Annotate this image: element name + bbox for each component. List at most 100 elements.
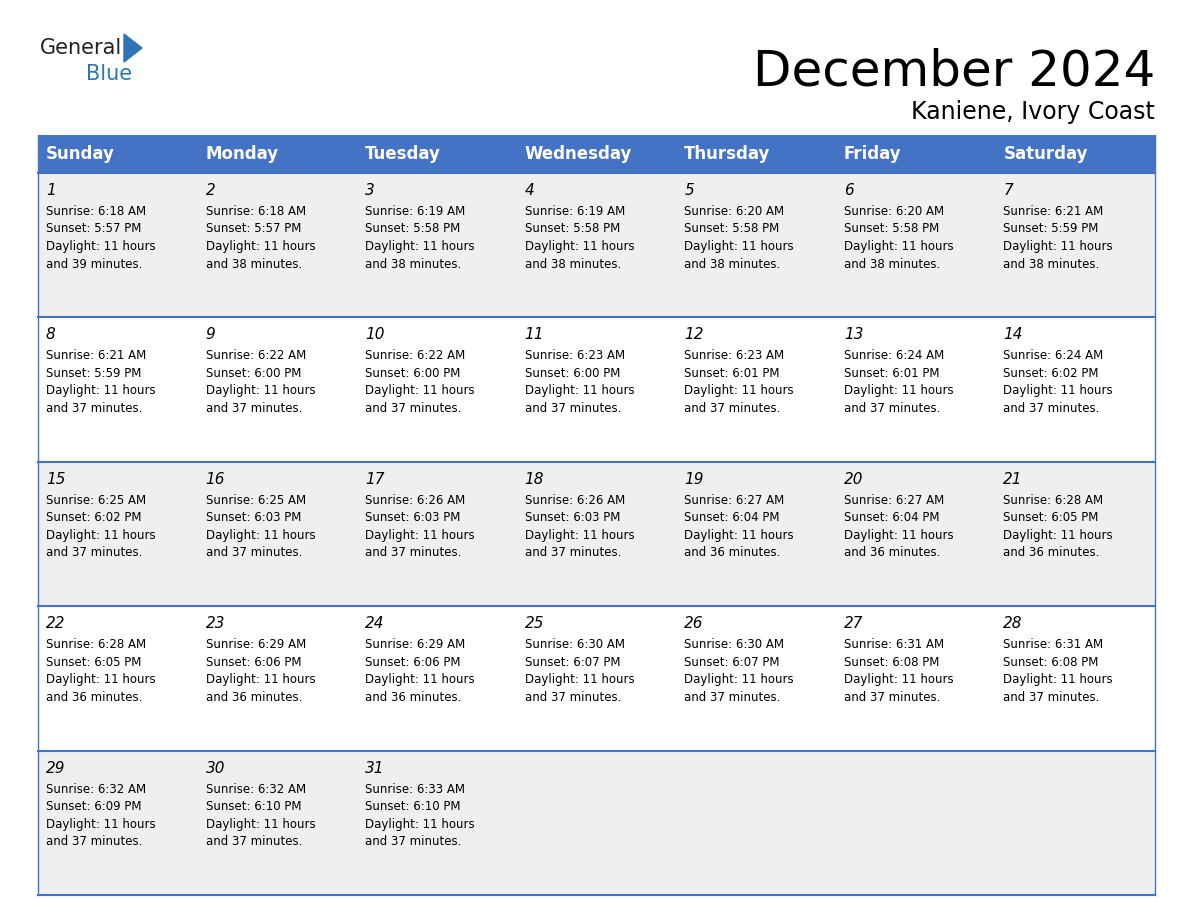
Text: 31: 31	[365, 761, 385, 776]
Bar	[836, 173, 996, 318]
Bar	[676, 318, 836, 462]
Text: 7: 7	[1004, 183, 1013, 198]
Text: Sunset: 5:59 PM: Sunset: 5:59 PM	[1004, 222, 1099, 236]
Bar	[38, 318, 197, 462]
Bar	[517, 462, 676, 606]
Text: Sunset: 6:06 PM: Sunset: 6:06 PM	[206, 655, 301, 668]
Text: Monday: Monday	[206, 145, 279, 163]
Bar	[676, 606, 836, 751]
Text: Daylight: 11 hours: Daylight: 11 hours	[46, 385, 156, 397]
Text: Daylight: 11 hours: Daylight: 11 hours	[206, 529, 315, 542]
Text: and 37 minutes.: and 37 minutes.	[525, 402, 621, 415]
Bar	[197, 135, 358, 173]
Text: 17: 17	[365, 472, 385, 487]
Text: Blue: Blue	[86, 64, 132, 84]
Text: Sunset: 6:10 PM: Sunset: 6:10 PM	[206, 800, 301, 813]
Polygon shape	[124, 34, 143, 62]
Text: Sunrise: 6:24 AM: Sunrise: 6:24 AM	[843, 350, 944, 363]
Text: Sunset: 6:07 PM: Sunset: 6:07 PM	[525, 655, 620, 668]
Text: 26: 26	[684, 616, 703, 632]
Bar	[996, 606, 1155, 751]
Text: Sunrise: 6:21 AM: Sunrise: 6:21 AM	[1004, 205, 1104, 218]
Bar	[836, 135, 996, 173]
Text: Daylight: 11 hours: Daylight: 11 hours	[365, 529, 475, 542]
Text: Sunrise: 6:21 AM: Sunrise: 6:21 AM	[46, 350, 146, 363]
Text: Sunrise: 6:29 AM: Sunrise: 6:29 AM	[206, 638, 305, 651]
Text: Friday: Friday	[843, 145, 902, 163]
Text: and 37 minutes.: and 37 minutes.	[684, 690, 781, 704]
Text: 1: 1	[46, 183, 56, 198]
Text: and 36 minutes.: and 36 minutes.	[1004, 546, 1100, 559]
Text: Sunrise: 6:24 AM: Sunrise: 6:24 AM	[1004, 350, 1104, 363]
Bar	[996, 173, 1155, 318]
Text: Daylight: 11 hours: Daylight: 11 hours	[525, 385, 634, 397]
Bar	[996, 318, 1155, 462]
Text: and 37 minutes.: and 37 minutes.	[1004, 402, 1100, 415]
Text: Sunset: 6:03 PM: Sunset: 6:03 PM	[206, 511, 301, 524]
Text: 6: 6	[843, 183, 854, 198]
Text: Daylight: 11 hours: Daylight: 11 hours	[525, 673, 634, 686]
Text: Sunrise: 6:30 AM: Sunrise: 6:30 AM	[525, 638, 625, 651]
Text: Sunrise: 6:25 AM: Sunrise: 6:25 AM	[206, 494, 305, 507]
Text: and 37 minutes.: and 37 minutes.	[525, 690, 621, 704]
Text: Sunset: 6:07 PM: Sunset: 6:07 PM	[684, 655, 779, 668]
Text: Sunset: 6:02 PM: Sunset: 6:02 PM	[46, 511, 141, 524]
Text: and 37 minutes.: and 37 minutes.	[684, 402, 781, 415]
Text: Sunrise: 6:27 AM: Sunrise: 6:27 AM	[843, 494, 944, 507]
Text: 22: 22	[46, 616, 65, 632]
Bar	[358, 173, 517, 318]
Bar	[197, 751, 358, 895]
Text: Sunset: 5:57 PM: Sunset: 5:57 PM	[46, 222, 141, 236]
Bar	[197, 318, 358, 462]
Text: Sunrise: 6:18 AM: Sunrise: 6:18 AM	[46, 205, 146, 218]
Bar	[676, 135, 836, 173]
Text: 13: 13	[843, 328, 864, 342]
Text: 19: 19	[684, 472, 703, 487]
Text: Sunset: 6:08 PM: Sunset: 6:08 PM	[843, 655, 940, 668]
Text: Sunrise: 6:26 AM: Sunrise: 6:26 AM	[525, 494, 625, 507]
Text: Sunset: 6:05 PM: Sunset: 6:05 PM	[46, 655, 141, 668]
Text: Sunset: 6:00 PM: Sunset: 6:00 PM	[525, 367, 620, 380]
Text: Daylight: 11 hours: Daylight: 11 hours	[684, 673, 794, 686]
Bar	[517, 606, 676, 751]
Text: Sunset: 6:04 PM: Sunset: 6:04 PM	[684, 511, 779, 524]
Text: Sunrise: 6:32 AM: Sunrise: 6:32 AM	[206, 783, 305, 796]
Text: Sunset: 6:10 PM: Sunset: 6:10 PM	[365, 800, 461, 813]
Text: Sunrise: 6:33 AM: Sunrise: 6:33 AM	[365, 783, 466, 796]
Text: Sunday: Sunday	[46, 145, 115, 163]
Text: Daylight: 11 hours: Daylight: 11 hours	[1004, 673, 1113, 686]
Text: Daylight: 11 hours: Daylight: 11 hours	[206, 818, 315, 831]
Text: Daylight: 11 hours: Daylight: 11 hours	[525, 240, 634, 253]
Text: and 37 minutes.: and 37 minutes.	[206, 835, 302, 848]
Text: Thursday: Thursday	[684, 145, 771, 163]
Text: and 38 minutes.: and 38 minutes.	[365, 258, 461, 271]
Text: Daylight: 11 hours: Daylight: 11 hours	[365, 240, 475, 253]
Bar	[358, 751, 517, 895]
Text: Sunrise: 6:20 AM: Sunrise: 6:20 AM	[843, 205, 944, 218]
Text: Sunrise: 6:25 AM: Sunrise: 6:25 AM	[46, 494, 146, 507]
Text: Sunrise: 6:23 AM: Sunrise: 6:23 AM	[525, 350, 625, 363]
Text: Sunset: 5:59 PM: Sunset: 5:59 PM	[46, 367, 141, 380]
Bar	[358, 318, 517, 462]
Text: Daylight: 11 hours: Daylight: 11 hours	[46, 673, 156, 686]
Text: Sunrise: 6:31 AM: Sunrise: 6:31 AM	[1004, 638, 1104, 651]
Bar	[38, 462, 197, 606]
Text: Sunrise: 6:18 AM: Sunrise: 6:18 AM	[206, 205, 305, 218]
Text: 27: 27	[843, 616, 864, 632]
Text: 10: 10	[365, 328, 385, 342]
Text: Daylight: 11 hours: Daylight: 11 hours	[1004, 385, 1113, 397]
Text: Daylight: 11 hours: Daylight: 11 hours	[365, 818, 475, 831]
Bar	[836, 318, 996, 462]
Text: and 38 minutes.: and 38 minutes.	[843, 258, 940, 271]
Text: 20: 20	[843, 472, 864, 487]
Text: Sunrise: 6:23 AM: Sunrise: 6:23 AM	[684, 350, 784, 363]
Text: and 37 minutes.: and 37 minutes.	[1004, 690, 1100, 704]
Text: Sunrise: 6:20 AM: Sunrise: 6:20 AM	[684, 205, 784, 218]
Bar	[517, 751, 676, 895]
Bar	[836, 751, 996, 895]
Text: and 38 minutes.: and 38 minutes.	[1004, 258, 1100, 271]
Text: Sunrise: 6:22 AM: Sunrise: 6:22 AM	[365, 350, 466, 363]
Text: Sunrise: 6:19 AM: Sunrise: 6:19 AM	[365, 205, 466, 218]
Text: Sunset: 5:58 PM: Sunset: 5:58 PM	[684, 222, 779, 236]
Text: Daylight: 11 hours: Daylight: 11 hours	[684, 385, 794, 397]
